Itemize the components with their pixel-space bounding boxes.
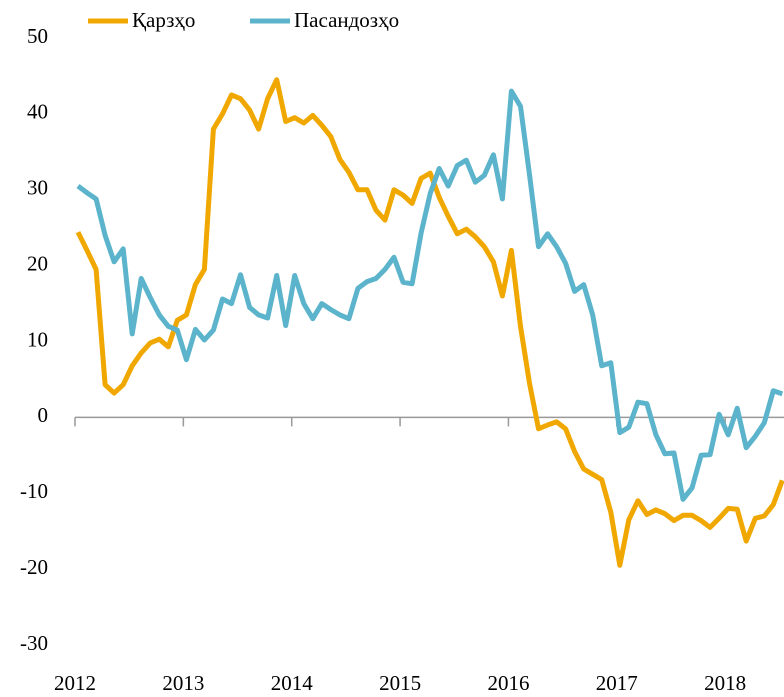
x-tick-label: 2018 xyxy=(704,671,746,695)
y-tick-label: 10 xyxy=(27,327,48,351)
x-tick-label: 2017 xyxy=(596,671,638,695)
y-tick-label: 50 xyxy=(27,24,48,48)
y-tick-label: 0 xyxy=(38,403,49,427)
x-tick-label: 2013 xyxy=(162,671,204,695)
series-line xyxy=(76,88,784,502)
legend-label: Пасандозҳо xyxy=(294,8,399,32)
y-tick-label: -30 xyxy=(20,631,48,655)
y-tick-label: 20 xyxy=(27,251,48,275)
legend-label: Қарзҳо xyxy=(132,8,195,32)
x-tick-label: 2016 xyxy=(487,671,529,695)
y-tick-label: 30 xyxy=(27,176,48,200)
y-tick-label: -20 xyxy=(20,555,48,579)
x-tick-label: 2012 xyxy=(54,671,96,695)
x-tick-label: 2014 xyxy=(271,671,314,695)
y-tick-label: 40 xyxy=(27,100,48,124)
series-line xyxy=(75,77,784,568)
y-tick-label: -10 xyxy=(20,479,48,503)
x-tick-label: 2015 xyxy=(379,671,421,695)
